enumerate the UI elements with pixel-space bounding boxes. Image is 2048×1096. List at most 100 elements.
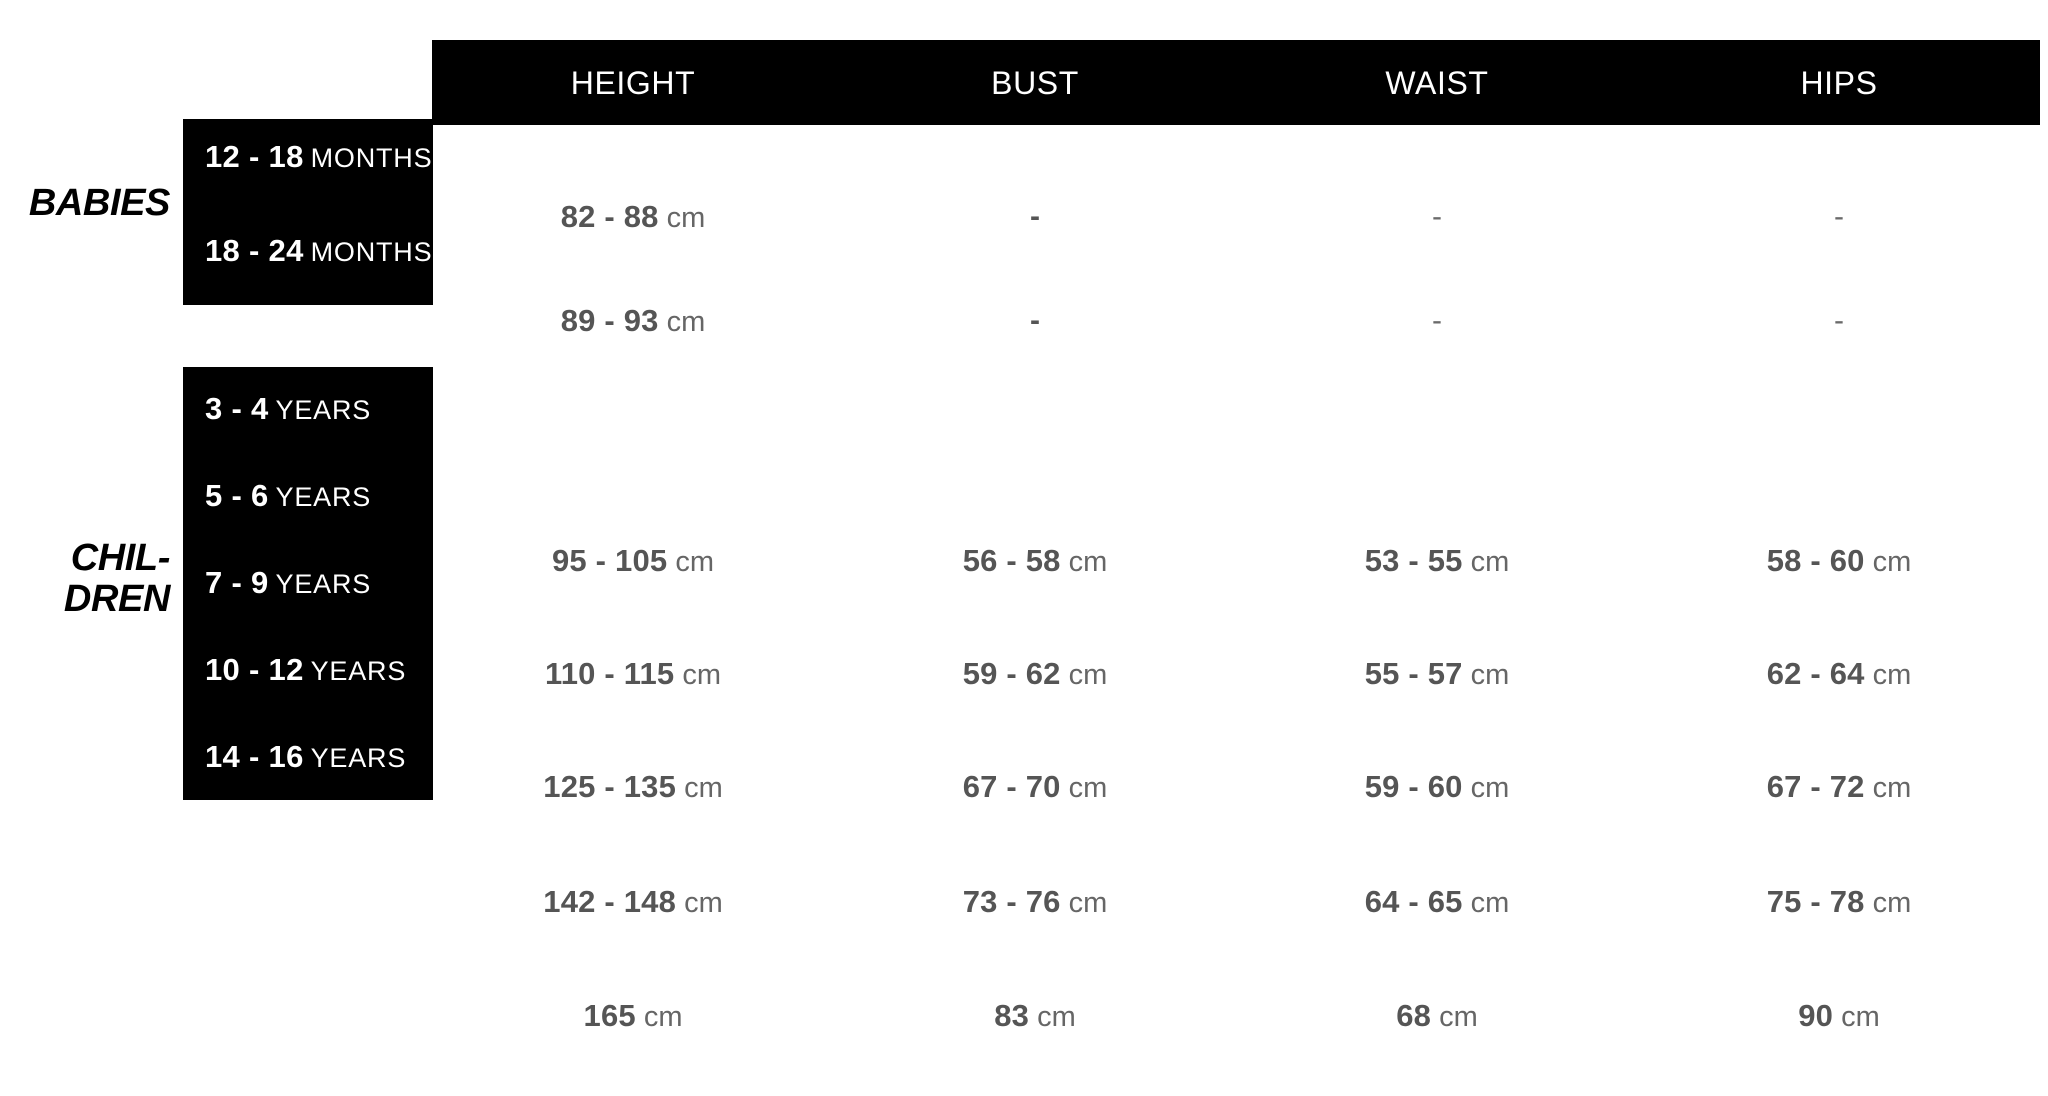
cell-waist: - bbox=[1236, 306, 1638, 336]
value-unit: cm bbox=[1470, 659, 1510, 691]
value-number: 64 - 65 bbox=[1364, 884, 1463, 919]
value-unit: cm bbox=[643, 1001, 683, 1033]
size-label-babies-0: 12 - 18 MONTHS bbox=[205, 141, 432, 172]
value-number: - bbox=[1432, 304, 1442, 337]
size-unit: MONTHS bbox=[310, 143, 433, 173]
cell-hips: - bbox=[1638, 202, 2040, 232]
value-unit: cm bbox=[675, 546, 715, 578]
table-row-children-3: 142 - 148 cm 73 - 76 cm 64 - 65 cm 75 - 78 c… bbox=[432, 886, 2040, 918]
value-number: - bbox=[1834, 200, 1844, 233]
value-unit: cm bbox=[1068, 659, 1108, 691]
table-row-children-2: 125 - 135 cm 67 - 70 cm 59 - 60 cm 67 - 72 c… bbox=[432, 771, 2040, 803]
size-unit: YEARS bbox=[310, 656, 407, 686]
group-caption-babies: BABIES bbox=[28, 182, 171, 224]
cell-bust: - bbox=[834, 306, 1236, 336]
cell-height: 110 - 115 cm bbox=[432, 658, 834, 690]
value-unit: cm bbox=[1068, 546, 1108, 578]
size-unit: YEARS bbox=[275, 569, 372, 599]
group-caption-children: CHIL- DREN bbox=[63, 537, 170, 620]
cell-height: 165 cm bbox=[432, 1000, 834, 1032]
value-unit: cm bbox=[666, 306, 706, 338]
value-number: 165 bbox=[583, 998, 636, 1033]
size-unit: MONTHS bbox=[310, 237, 433, 267]
value-unit: cm bbox=[684, 887, 723, 919]
table-row-children-1: 110 - 115 cm 59 - 62 cm 55 - 57 cm 62 - 64 c… bbox=[432, 658, 2040, 690]
value-unit: cm bbox=[1470, 887, 1510, 919]
size-label-babies-1: 18 - 24 MONTHS bbox=[205, 235, 432, 266]
size-label-children-1: 5 - 6 YEARS bbox=[205, 480, 371, 511]
cell-waist: 68 cm bbox=[1236, 1000, 1638, 1032]
size-range: 12 - 18 bbox=[205, 139, 304, 174]
value-number: 73 - 76 bbox=[962, 884, 1061, 919]
size-label-children-4: 14 - 16 YEARS bbox=[205, 741, 406, 772]
cell-waist: 64 - 65 cm bbox=[1236, 886, 1638, 918]
size-label-children-0: 3 - 4 YEARS bbox=[205, 393, 371, 424]
value-unit: cm bbox=[1068, 887, 1108, 919]
value-number: - bbox=[1834, 304, 1844, 337]
size-label-block-babies: 12 - 18 MONTHS 18 - 24 MONTHS bbox=[183, 119, 433, 305]
value-unit: cm bbox=[1841, 1001, 1880, 1033]
value-unit: cm bbox=[1037, 1001, 1076, 1033]
value-number: 83 bbox=[994, 998, 1030, 1033]
cell-height: 125 - 135 cm bbox=[432, 771, 834, 803]
size-label-block-children: 3 - 4 YEARS 5 - 6 YEARS 7 - 9 YEARS 10 - 12… bbox=[183, 367, 433, 800]
size-range: 7 - 9 bbox=[205, 565, 269, 600]
value-unit: cm bbox=[1470, 546, 1510, 578]
cell-bust: 67 - 70 cm bbox=[834, 771, 1236, 803]
value-number: 67 - 70 bbox=[962, 769, 1061, 804]
value-number: - bbox=[1432, 200, 1442, 233]
size-unit: YEARS bbox=[310, 743, 407, 773]
value-number: 59 - 60 bbox=[1364, 769, 1463, 804]
value-number: 68 bbox=[1396, 998, 1432, 1033]
size-range: 18 - 24 bbox=[205, 233, 304, 268]
column-header-bust: BUST bbox=[991, 64, 1079, 101]
value-number: 67 - 72 bbox=[1766, 769, 1865, 804]
value-unit: cm bbox=[1872, 546, 1912, 578]
cell-bust: - bbox=[834, 202, 1236, 232]
size-range: 3 - 4 bbox=[205, 391, 269, 426]
cell-waist: - bbox=[1236, 202, 1638, 232]
value-number: 55 - 57 bbox=[1364, 656, 1463, 691]
cell-height: 95 - 105 cm bbox=[432, 545, 834, 577]
value-unit: cm bbox=[684, 772, 723, 804]
size-label-children-2: 7 - 9 YEARS bbox=[205, 567, 371, 598]
value-number: 142 - 148 bbox=[543, 884, 677, 919]
table-row-babies-0: 82 - 88 cm - - - bbox=[432, 201, 2040, 233]
cell-waist: 59 - 60 cm bbox=[1236, 771, 1638, 803]
value-unit: cm bbox=[1872, 659, 1912, 691]
cell-hips: 58 - 60 cm bbox=[1638, 545, 2040, 577]
value-number: 125 - 135 bbox=[543, 769, 677, 804]
cell-height: 142 - 148 cm bbox=[432, 886, 834, 918]
value-unit: cm bbox=[1470, 772, 1510, 804]
column-header-waist: WAIST bbox=[1385, 64, 1489, 101]
value-unit: cm bbox=[1439, 1001, 1478, 1033]
cell-bust: 83 cm bbox=[834, 1000, 1236, 1032]
cell-hips: - bbox=[1638, 306, 2040, 336]
value-number: 95 - 105 bbox=[551, 543, 668, 578]
size-label-children-3: 10 - 12 YEARS bbox=[205, 654, 406, 685]
cell-height: 82 - 88 cm bbox=[432, 201, 834, 233]
value-number: 82 - 88 bbox=[560, 199, 659, 234]
cell-bust: 56 - 58 cm bbox=[834, 545, 1236, 577]
cell-height: 89 - 93 cm bbox=[432, 305, 834, 337]
value-number: 89 - 93 bbox=[560, 303, 659, 338]
cell-hips: 75 - 78 cm bbox=[1638, 886, 2040, 918]
value-number: - bbox=[1030, 304, 1040, 337]
cell-hips: 90 cm bbox=[1638, 1000, 2040, 1032]
size-unit: YEARS bbox=[275, 482, 372, 512]
size-range: 10 - 12 bbox=[205, 652, 304, 687]
cell-bust: 59 - 62 cm bbox=[834, 658, 1236, 690]
cell-hips: 62 - 64 cm bbox=[1638, 658, 2040, 690]
column-header-hips: HIPS bbox=[1800, 64, 1878, 101]
size-unit: YEARS bbox=[275, 395, 372, 425]
value-unit: cm bbox=[682, 659, 722, 691]
value-number: 62 - 64 bbox=[1766, 656, 1865, 691]
value-number: 53 - 55 bbox=[1364, 543, 1463, 578]
cell-hips: 67 - 72 cm bbox=[1638, 771, 2040, 803]
value-number: 110 - 115 bbox=[544, 656, 675, 691]
table-row-children-0: 95 - 105 cm 56 - 58 cm 53 - 55 cm 58 - 60 cm bbox=[432, 545, 2040, 577]
value-number: 90 bbox=[1798, 998, 1834, 1033]
cell-bust: 73 - 76 cm bbox=[834, 886, 1236, 918]
value-number: 56 - 58 bbox=[962, 543, 1061, 578]
